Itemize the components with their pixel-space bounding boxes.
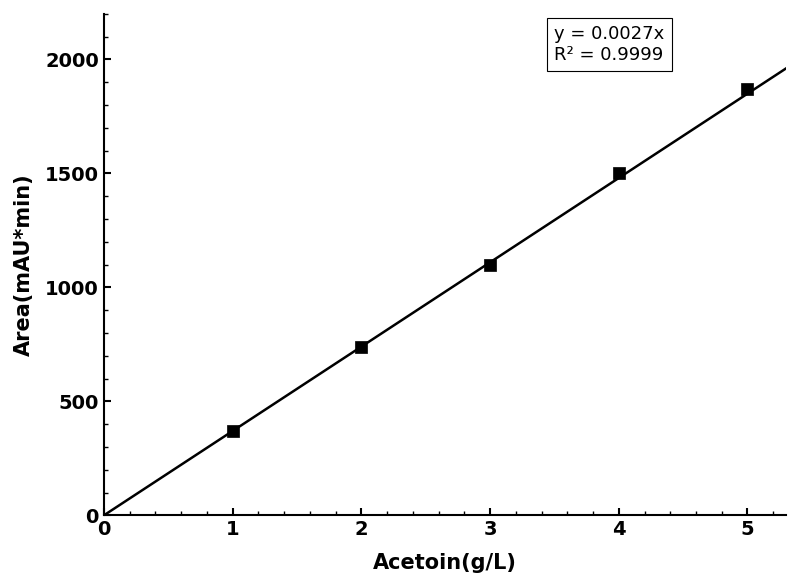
Y-axis label: Area(mAU*min): Area(mAU*min) — [14, 173, 34, 356]
Point — [355, 342, 368, 352]
Point — [484, 260, 497, 269]
Point — [612, 168, 625, 178]
X-axis label: Acetoin(g/L): Acetoin(g/L) — [373, 553, 517, 573]
Text: y = 0.0027x
R² = 0.9999: y = 0.0027x R² = 0.9999 — [554, 25, 665, 64]
Point — [226, 426, 239, 436]
Point — [741, 85, 754, 94]
